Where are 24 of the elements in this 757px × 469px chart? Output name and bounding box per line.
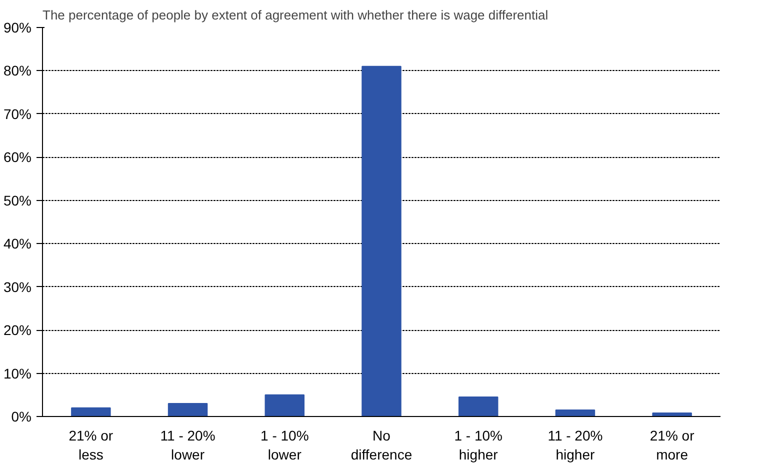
- y-tick-label: 90%: [3, 20, 32, 36]
- x-tick-label: 11 - 20% lower: [160, 428, 216, 463]
- bar: [458, 396, 498, 416]
- chart-title: The percentage of people by extent of agreement with whether there is wage differential: [42, 8, 548, 22]
- y-tick-label: 60%: [3, 149, 32, 166]
- y-tick-label: 40%: [3, 236, 32, 252]
- bar: [264, 394, 305, 416]
- y-tick-label: 70%: [3, 106, 32, 122]
- y-tick-label: 50%: [3, 192, 32, 208]
- y-tick-label: 0%: [11, 408, 32, 424]
- x-tick-label: 21% or less: [68, 428, 114, 463]
- bar: [71, 407, 111, 416]
- bar: [555, 410, 596, 416]
- x-tick-label: 1 - 10% lower: [260, 428, 309, 463]
- x-tick-label: 1 - 10% higher: [454, 428, 502, 463]
- x-tick-label: No difference: [350, 428, 412, 463]
- x-tick-label: 11 - 20% higher: [548, 428, 603, 463]
- bar: [168, 403, 208, 416]
- y-tick-label: 10%: [3, 365, 32, 382]
- y-tick-label: 80%: [3, 62, 32, 79]
- y-tick-label: 20%: [3, 322, 32, 338]
- bar: [362, 66, 402, 416]
- x-tick-label: 21% or more: [650, 428, 695, 463]
- y-tick-label: 30%: [3, 278, 32, 295]
